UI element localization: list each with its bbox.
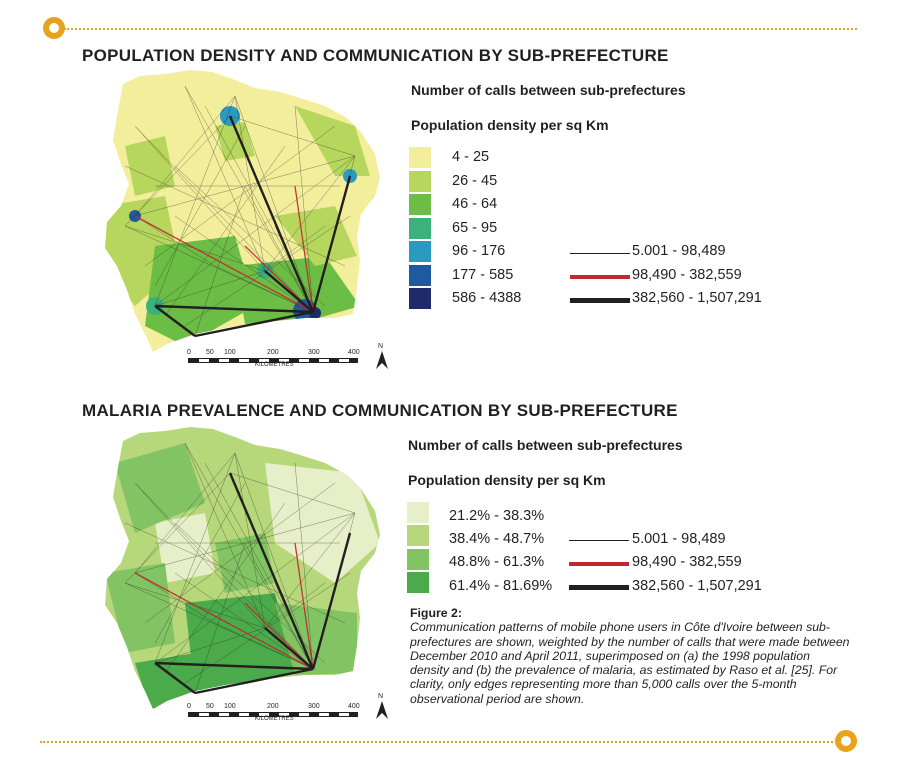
north-arrow-icon: N bbox=[374, 693, 390, 721]
caption-body: Communication patterns of mobile phone u… bbox=[410, 620, 850, 706]
scale-tick: 200 bbox=[267, 349, 279, 356]
edge-mid-line bbox=[570, 275, 630, 279]
population-density-map bbox=[105, 70, 380, 352]
malaria-class-label: 38.4% - 48.7% bbox=[449, 531, 545, 547]
scale-tick: 300 bbox=[308, 349, 320, 356]
scale-tick: 0 bbox=[187, 703, 191, 710]
section1-title: POPULATION DENSITY AND COMMUNICATION BY … bbox=[82, 46, 669, 65]
density-class-label: 177 - 585 bbox=[452, 267, 514, 283]
malaria-class-label: 48.8% - 61.3% bbox=[449, 554, 545, 570]
malaria-class-label: 61.4% - 81.69% bbox=[449, 578, 553, 594]
bottom-ring-icon bbox=[835, 730, 857, 752]
edge-high-line bbox=[569, 585, 629, 590]
density-swatch bbox=[409, 265, 431, 286]
density-swatch bbox=[409, 218, 431, 239]
north-arrow-icon: N bbox=[374, 343, 390, 371]
density-class-label: 96 - 176 bbox=[452, 243, 506, 259]
legend1-density-title: Population density per sq Km bbox=[411, 117, 609, 133]
edge-mid-line bbox=[569, 562, 629, 566]
section2-title: MALARIA PREVALENCE AND COMMUNICATION BY … bbox=[82, 401, 678, 420]
density-swatch bbox=[409, 288, 431, 309]
malaria-swatch bbox=[407, 525, 429, 546]
density-class-label: 26 - 45 bbox=[452, 173, 498, 189]
top-ring-icon bbox=[43, 17, 65, 39]
caption-title: Figure 2: bbox=[410, 606, 462, 620]
edge-low-label: 5.001 - 98,489 bbox=[632, 243, 726, 259]
scale-tick: 50 bbox=[206, 703, 214, 710]
density-class-label: 586 - 4388 bbox=[452, 290, 522, 306]
edge-low-line bbox=[569, 540, 629, 541]
malaria-swatch bbox=[407, 572, 429, 593]
edge-high-label: 382,560 - 1,507,291 bbox=[632, 578, 762, 594]
edge-high-label: 382,560 - 1,507,291 bbox=[632, 290, 762, 306]
north-label: N bbox=[378, 343, 384, 350]
scale-tick: 400 bbox=[348, 703, 360, 710]
scale-bar: 0 50 100 200 300 400 KILOMETRES N bbox=[180, 693, 400, 725]
legend2-calls-title: Number of calls between sub-prefectures bbox=[408, 437, 683, 453]
scale-tick: 200 bbox=[267, 703, 279, 710]
edge-low-label: 5.001 - 98,489 bbox=[632, 531, 726, 547]
density-swatch bbox=[409, 147, 431, 168]
malaria-swatch bbox=[407, 549, 429, 570]
scale-tick: 100 bbox=[224, 703, 236, 710]
edge-mid-label: 98,490 - 382,559 bbox=[632, 554, 742, 570]
north-label: N bbox=[378, 693, 384, 700]
scale-tick: 0 bbox=[187, 349, 191, 356]
malaria-prevalence-map bbox=[105, 427, 380, 709]
edge-high-line bbox=[570, 298, 630, 303]
scale-tick: 300 bbox=[308, 703, 320, 710]
malaria-class-label: 21.2% - 38.3% bbox=[449, 508, 545, 524]
density-class-label: 65 - 95 bbox=[452, 220, 498, 236]
density-class-label: 4 - 25 bbox=[452, 149, 490, 165]
bottom-divider bbox=[40, 741, 833, 743]
scale-unit: KILOMETRES bbox=[255, 362, 294, 368]
figure-caption: Figure 2: Communication patterns of mobi… bbox=[410, 606, 850, 706]
scale-tick: 100 bbox=[224, 349, 236, 356]
malaria-swatch bbox=[407, 502, 429, 523]
legend1-calls-title: Number of calls between sub-prefectures bbox=[411, 82, 686, 98]
scale-tick: 50 bbox=[206, 349, 214, 356]
density-swatch bbox=[409, 241, 431, 262]
density-class-label: 46 - 64 bbox=[452, 196, 498, 212]
scale-tick: 400 bbox=[348, 349, 360, 356]
scale-unit: KILOMETRES bbox=[255, 716, 294, 722]
legend2-density-title: Population density per sq Km bbox=[408, 472, 606, 488]
edge-low-line bbox=[570, 253, 630, 254]
edge-mid-label: 98,490 - 382,559 bbox=[632, 267, 742, 283]
scale-bar: 0 50 100 200 300 400 KILOMETRES N bbox=[180, 343, 400, 371]
top-divider bbox=[64, 28, 857, 30]
density-swatch bbox=[409, 194, 431, 215]
density-swatch bbox=[409, 171, 431, 192]
